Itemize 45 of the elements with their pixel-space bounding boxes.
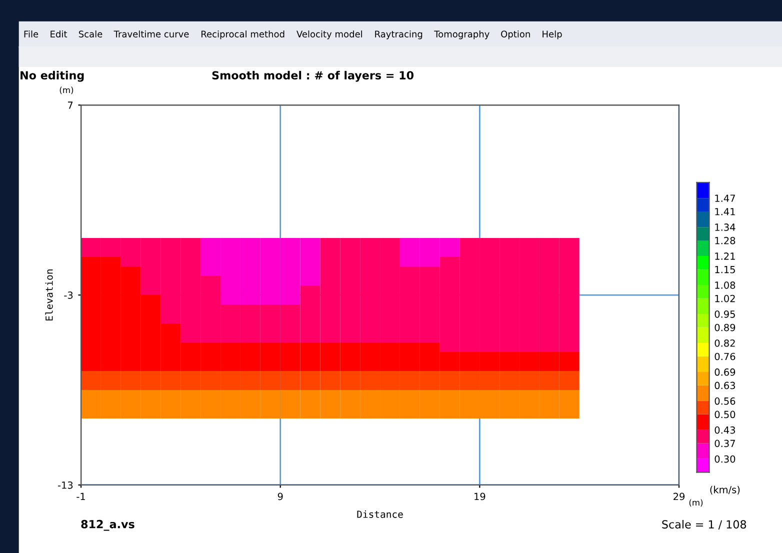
color-bar-label: 1.34 — [715, 224, 736, 231]
y-tick-label: -13 — [58, 481, 73, 489]
color-bar-label: 1.15 — [715, 266, 735, 274]
color-bar-label: 0.43 — [714, 426, 736, 434]
text: No editing — [20, 70, 84, 82]
color-bar-label: 0.89 — [714, 324, 736, 332]
x-tick-label: 9 — [278, 492, 283, 500]
color-bar-label: 0.56 — [714, 397, 736, 405]
text: Reciprocal method — [202, 30, 284, 40]
y-axis-title: Elevation — [45, 270, 53, 320]
color-bar-label: 1.47 — [715, 194, 735, 202]
text: Velocity model — [296, 30, 362, 40]
color-bar-label: 1.08 — [715, 282, 736, 289]
color-bar-label: 1.02 — [715, 294, 735, 302]
y-tick-label: 7 — [68, 102, 73, 109]
text: Tomography — [434, 30, 490, 40]
text: Raytracing — [375, 30, 422, 40]
text: File — [24, 30, 38, 38]
text: (m) — [60, 86, 74, 94]
text: (m) — [689, 499, 703, 507]
color-bar-label: 0.69 — [714, 368, 736, 376]
text: Help — [542, 30, 562, 40]
color-bar-label: 1.41 — [715, 208, 735, 216]
color-bar-label: 0.30 — [714, 455, 736, 463]
x-axis-title: Distance — [357, 510, 403, 518]
color-bar-label: 0.76 — [714, 352, 736, 360]
color-bar-label: 0.50 — [714, 410, 736, 418]
text: Scale = 1 / 108 — [662, 520, 746, 530]
color-bar-title: (km/s) — [710, 486, 740, 494]
text: Traveltime curve — [114, 30, 189, 38]
text: Scale — [78, 30, 102, 38]
color-bar-label: 0.37 — [714, 440, 735, 448]
x-tick-label: 29 — [674, 492, 685, 500]
y-tick-label: -3 — [64, 292, 73, 299]
color-bar-label: 0.82 — [714, 339, 735, 347]
text: Edit — [50, 30, 68, 38]
x-tick-label: -1 — [76, 492, 85, 500]
color-bar-label: 0.63 — [714, 382, 736, 390]
text: 812_a.vs — [81, 520, 134, 531]
color-bar-label: 1.28 — [715, 236, 736, 244]
color-bar-label: 0.95 — [714, 310, 735, 318]
chart-title: Smooth model : # of layers = 10 — [212, 70, 414, 82]
text: Option — [501, 30, 530, 40]
color-bar-label: 1.21 — [715, 252, 735, 260]
x-tick-label: 19 — [474, 492, 486, 500]
